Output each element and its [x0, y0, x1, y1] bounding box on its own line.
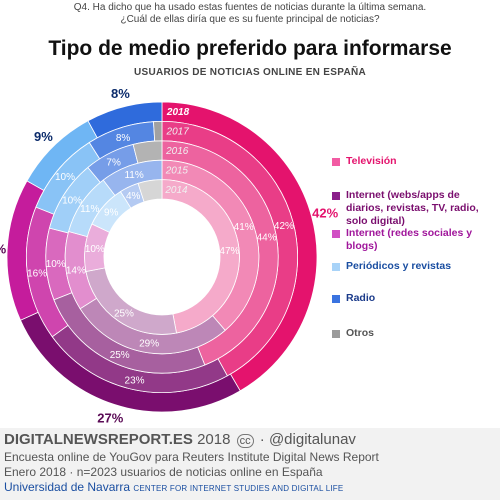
value-label-2016-internet-social: 10%: [46, 259, 66, 270]
value-label-2014-radio: 4%: [126, 191, 141, 202]
value-label-2014-print: 9%: [104, 208, 119, 219]
value-label-2016-television: 44%: [257, 233, 277, 244]
legend-swatch: [332, 330, 340, 338]
value-label-2014-internet-social: 10%: [85, 244, 105, 255]
value-label-2017-internet-social: 16%: [27, 268, 47, 279]
legend-swatch: [332, 230, 340, 238]
legend-swatch: [332, 192, 340, 200]
value-label-2018-print: 9%: [34, 129, 53, 144]
ring-year-label-2018: 2018: [166, 107, 190, 118]
ring-year-label-2016: 2016: [165, 146, 189, 157]
legend-item-television: Televisión: [332, 155, 500, 168]
value-label-2017-television: 42%: [274, 221, 294, 232]
slice-2017-other: [153, 120, 163, 142]
report-year: 2018: [197, 431, 231, 448]
legend-label: Periódicos y revistas: [346, 260, 452, 272]
footer-university: Universidad de Navarra CENTER FOR INTERN…: [4, 480, 500, 496]
ring-year-label-2014: 2014: [164, 185, 188, 196]
value-label-2018-television: 42%: [312, 205, 338, 220]
value-label-2017-radio: 8%: [116, 133, 131, 144]
value-label-2018-internet-social: 15%: [0, 242, 7, 257]
creative-commons-icon: cc: [236, 434, 254, 448]
legend-item-internet-social: Internet (redes sociales y blogs): [332, 227, 500, 253]
legend-label: Otros: [346, 327, 375, 339]
slice-2014-other: [137, 179, 163, 203]
value-label-2015-television: 41%: [234, 222, 254, 233]
legend-swatch: [332, 158, 340, 166]
value-label-2015-radio: 11%: [124, 170, 143, 181]
value-label-2016-radio: 7%: [106, 158, 121, 169]
slice-2014-television: [161, 179, 240, 334]
ring-year-label-2017: 2017: [166, 127, 190, 138]
legend-label: Televisión: [346, 155, 397, 167]
footer-sample-line: Enero 2018 · n=2023 usuarios de noticias…: [4, 465, 323, 479]
legend-label: Internet (redes sociales y blogs): [346, 227, 473, 252]
legend-swatch: [332, 295, 340, 303]
site-name: DIGITALNEWSREPORT.ES: [4, 431, 193, 448]
legend-item-other: Otros: [332, 327, 500, 340]
value-label-2017-internet-news: 23%: [125, 375, 145, 386]
legend-item-radio: Radio: [332, 292, 500, 305]
survey-question: Q4. Ha dicho que ha usado estas fuentes …: [73, 2, 427, 25]
legend-item-internet-news: Internet (webs/apps de diarios, revistas…: [332, 189, 500, 228]
chart-title: Tipo de medio preferido para informarse: [48, 37, 452, 60]
value-label-2015-internet-social: 14%: [66, 265, 86, 276]
ring-year-label-2015: 2015: [165, 165, 189, 176]
legend-swatch: [332, 263, 340, 271]
footer: DIGITALNEWSREPORT.ES 2018 cc · @digitalu…: [0, 428, 500, 500]
value-label-2015-internet-news: 29%: [139, 339, 159, 350]
legend-label: Radio: [346, 292, 376, 304]
legend-item-print: Periódicos y revistas: [332, 260, 500, 273]
value-label-2015-print: 11%: [80, 204, 99, 215]
value-label-2014-television: 47%: [219, 246, 239, 257]
value-label-2018-radio: 8%: [111, 86, 130, 101]
value-label-2016-print: 10%: [62, 195, 82, 206]
legend-label: Internet (webs/apps de diarios, revistas…: [346, 189, 479, 227]
footer-source-line: Encuesta online de YouGov para Reuters I…: [4, 450, 379, 464]
value-label-2016-internet-news: 25%: [110, 350, 130, 361]
chart-subtitle: USUARIOS DE NOTICIAS ONLINE EN ESPAÑA: [133, 67, 367, 78]
center-name: CENTER FOR INTERNET STUDIES AND DIGITAL …: [133, 484, 344, 493]
value-label-2014-internet-news: 25%: [114, 308, 134, 319]
value-label-2017-print: 10%: [55, 172, 75, 183]
footer-brand: DIGITALNEWSREPORT.ES 2018 cc · @digitalu…: [4, 431, 500, 450]
value-label-2018-internet-news: 27%: [97, 410, 123, 425]
twitter-handle: · @digitalunav: [259, 431, 356, 448]
university-name: Universidad de Navarra: [4, 480, 131, 494]
slice-2016-other: [132, 140, 163, 164]
